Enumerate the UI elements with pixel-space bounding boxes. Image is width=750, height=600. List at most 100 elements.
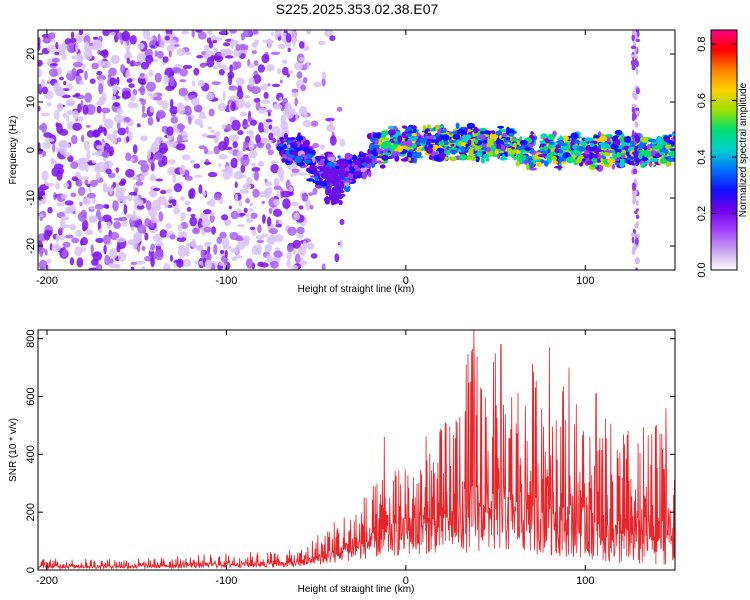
spectrogram-blob: [136, 123, 141, 128]
spectrogram-blob: [84, 92, 92, 103]
spectrogram-band-blob: [412, 143, 417, 149]
spectrogram-blob: [240, 164, 246, 173]
spectrogram-blob: [173, 44, 180, 47]
spectrogram-blob: [193, 67, 200, 76]
spectrogram-band-blob: [352, 154, 357, 162]
spectrogram-blob: [300, 84, 307, 92]
colorbar-tick-label: 0.8: [696, 36, 708, 51]
spectrogram-blob: [247, 116, 253, 123]
spectrogram-band-blob: [515, 160, 521, 167]
spectrogram-streak-blob: [631, 115, 636, 122]
spectrogram-blob: [80, 100, 84, 109]
spectrogram-band-blob: [295, 135, 304, 141]
spectrogram-band-blob: [647, 138, 657, 143]
spectrogram-blob: [176, 236, 187, 243]
spectrogram-blob: [144, 217, 151, 227]
spectrogram-streak-blob: [633, 244, 637, 252]
spectrogram-blob: [266, 109, 273, 113]
spectrogram-blob: [275, 30, 282, 37]
spectrogram-band-blob: [614, 158, 620, 162]
spectrogram-blob: [150, 243, 155, 251]
spectrogram-blob: [78, 55, 84, 63]
spectrogram-blob: [197, 31, 207, 40]
spectrogram-blob: [329, 120, 334, 131]
spectrogram-band-blob: [381, 140, 390, 148]
spectrogram-blob: [38, 59, 43, 67]
spectrogram-blob: [152, 199, 161, 209]
spectrogram-blob: [257, 64, 265, 73]
spectrogram-blob: [179, 196, 185, 201]
spectrogram-blob: [279, 96, 283, 102]
spectrogram-blob: [168, 159, 176, 165]
spectrogram-blob: [141, 112, 148, 118]
spectrogram-band-blob: [397, 135, 403, 143]
spectrogram-blob: [125, 152, 132, 161]
spectrogram-streak-blob: [631, 235, 635, 244]
spectrogram-blob: [230, 101, 236, 112]
colorbar: 0.0 0.2 0.4 0.6 0.8 Normalized spectral ampl…: [696, 29, 749, 278]
spectrogram-streak-blob: [631, 33, 635, 42]
spectrogram-streak-blob: [632, 168, 638, 175]
spectrogram-blob: [210, 55, 215, 61]
spectrogram-blob: [54, 51, 60, 56]
spectrogram-blob: [127, 101, 135, 109]
spectrogram-blob: [39, 250, 44, 257]
spectrogram-band-blob: [279, 137, 284, 140]
spectrogram-blob: [98, 83, 104, 95]
spectrogram-blob: [130, 266, 135, 270]
spectrogram-band-blob: [641, 157, 649, 162]
spectrogram-blob: [273, 250, 283, 258]
spectrogram-band-blob: [551, 156, 557, 161]
spectrogram-blob: [169, 39, 178, 50]
spectrogram-blob: [287, 226, 297, 236]
spectrogram-blob: [148, 207, 158, 218]
spectrogram-band-blob: [411, 140, 416, 144]
spectrogram-blob: [95, 263, 103, 270]
spectrogram-blob: [80, 158, 90, 163]
spectrogram-blob: [228, 74, 233, 86]
spectrogram-blob: [288, 186, 293, 193]
spectrogram-blob: [95, 170, 101, 180]
spectrogram-blob: [150, 161, 155, 172]
spectrogram-band-blob: [283, 143, 287, 150]
spectrogram-blob: [134, 187, 138, 194]
spectrogram-ytick-label: -10: [25, 190, 37, 206]
spectrogram-blob: [266, 253, 272, 261]
spectrogram-blob: [233, 170, 243, 180]
spectrogram-blob: [92, 36, 99, 40]
spectrogram-band-blob: [482, 140, 488, 144]
spectrogram-band-blob: [402, 125, 407, 129]
spectrogram-blob: [238, 200, 243, 207]
spectrogram-blob: [312, 142, 320, 149]
spectrogram-blob: [199, 227, 205, 231]
spectrogram-blob: [202, 55, 208, 60]
spectrogram-blob: [317, 40, 326, 46]
spectrogram-band-blob: [382, 149, 388, 153]
spectrogram-blob: [203, 209, 212, 215]
spectrogram-blob: [319, 144, 325, 150]
spectrogram-band-blob: [561, 161, 567, 165]
spectrogram-band-blob: [543, 160, 549, 167]
spectrogram-blob: [130, 261, 138, 266]
spectrogram-blob: [79, 80, 84, 86]
spectrogram-blob: [69, 37, 77, 44]
spectrogram-blob: [242, 118, 248, 130]
spectrogram-blob: [80, 209, 88, 219]
spectrogram-band-blob: [572, 144, 578, 150]
spectrogram-blob: [213, 47, 218, 53]
spectrogram-blob: [132, 239, 138, 250]
spectrogram-band-blob: [455, 122, 460, 129]
spectrogram-blob: [55, 147, 60, 153]
spectrogram-blob: [242, 124, 251, 128]
spectrogram-blob: [310, 120, 319, 127]
spectrogram-band-blob: [614, 162, 620, 166]
spectrogram-band-blob: [413, 128, 417, 133]
spectrogram-band-blob: [643, 150, 652, 158]
spectrogram-streak-blob: [631, 30, 637, 36]
spectrogram-band-blob: [424, 129, 429, 134]
spectrogram-blob: [69, 224, 77, 231]
spectrogram-blob: [66, 115, 70, 123]
spectrogram-blob: [279, 174, 284, 182]
spectrogram-band-blob: [381, 152, 391, 156]
spectrogram-blob: [198, 115, 207, 119]
